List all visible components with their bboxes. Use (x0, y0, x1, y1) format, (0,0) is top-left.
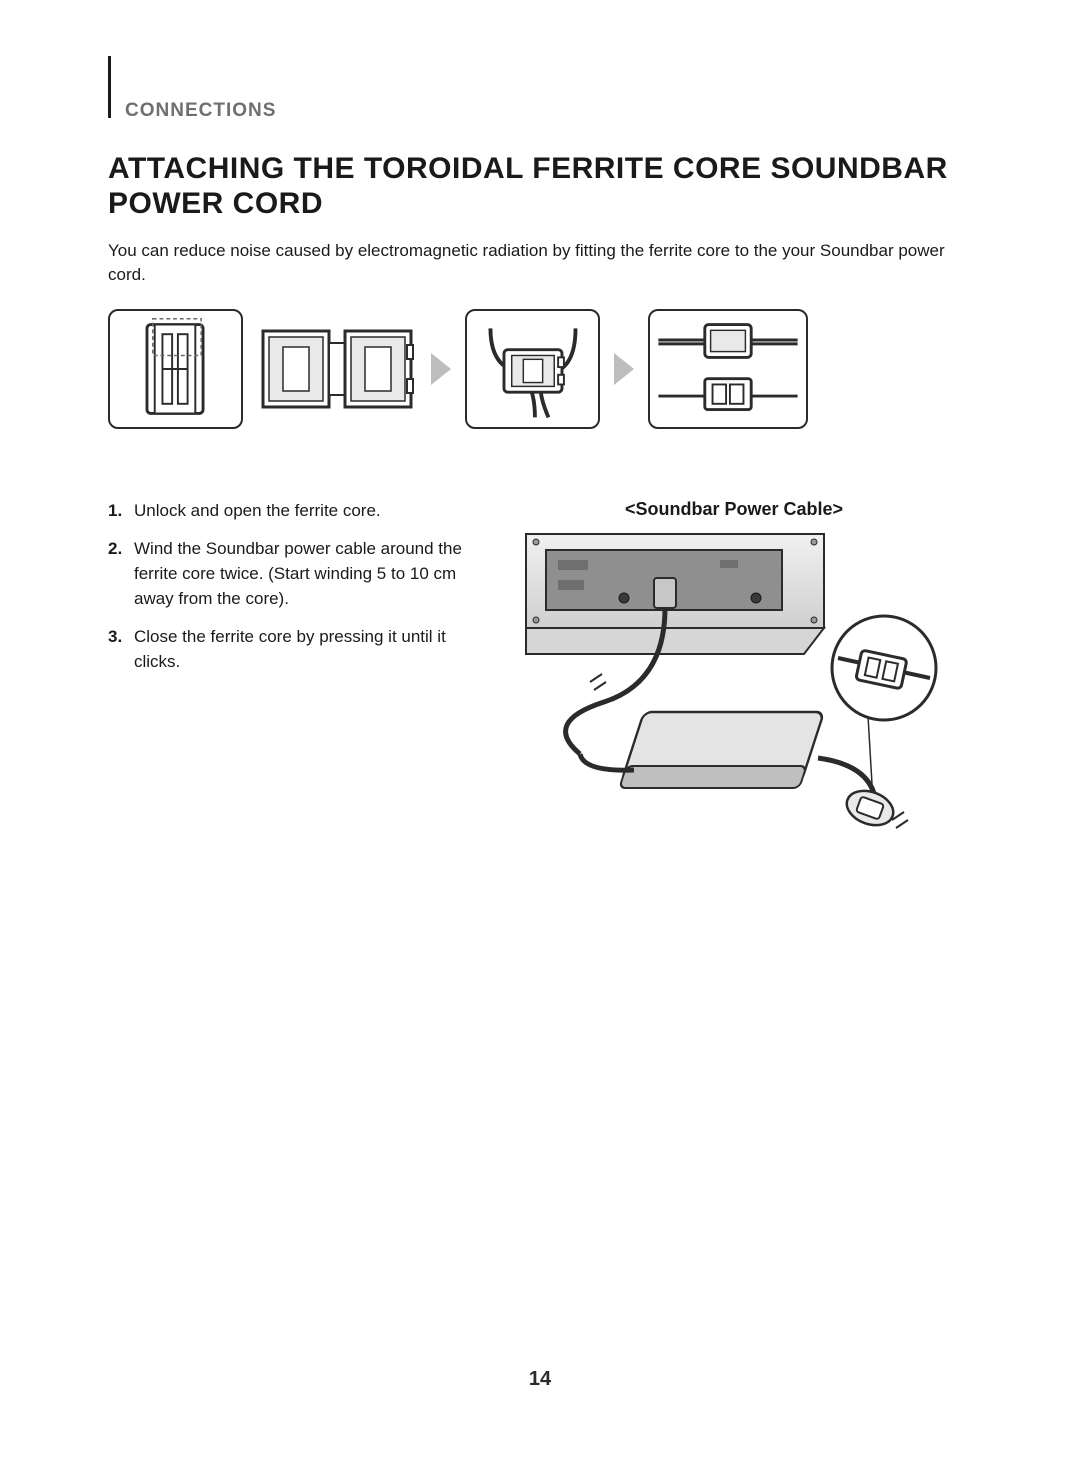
diagram-closed-on-cable (648, 309, 808, 429)
cable-figure-column: <Soundbar Power Cable> (524, 499, 944, 832)
arrow-icon (431, 353, 451, 385)
cable-wound-icon (467, 311, 598, 427)
steps-column: 1. Unlock and open the ferrite core. 2. … (108, 499, 488, 832)
section-label: CONNECTIONS (125, 100, 276, 122)
page-number: 14 (0, 1368, 1080, 1391)
step-number: 3. (108, 625, 134, 674)
arrow-icon (614, 353, 634, 385)
page-title: ATTACHING THE TOROIDAL FERRITE CORE SOUN… (108, 152, 984, 221)
intro-paragraph: You can reduce noise caused by electroma… (108, 239, 984, 287)
content-columns: 1. Unlock and open the ferrite core. 2. … (108, 499, 984, 832)
section-header: CONNECTIONS (108, 90, 984, 122)
diagram-open-ferrite (257, 309, 417, 429)
closed-on-cable-icon (650, 311, 806, 427)
open-ferrite-icon (257, 309, 417, 429)
section-rule (108, 56, 111, 118)
step-1: 1. Unlock and open the ferrite core. (108, 499, 488, 524)
step-number: 2. (108, 537, 134, 611)
soundbar-cable-illustration (524, 532, 944, 832)
step-text: Wind the Soundbar power cable around the… (134, 537, 488, 611)
step-text: Unlock and open the ferrite core. (134, 499, 381, 524)
diagram-cable-wound (465, 309, 600, 429)
step-text: Close the ferrite core by pressing it un… (134, 625, 488, 674)
ferrite-diagram-row (108, 309, 984, 429)
cable-caption: <Soundbar Power Cable> (524, 499, 944, 520)
step-number: 1. (108, 499, 134, 524)
manual-page: CONNECTIONS ATTACHING THE TOROIDAL FERRI… (0, 0, 1080, 1479)
cable-figure (524, 532, 944, 832)
closed-ferrite-icon (110, 311, 241, 427)
diagram-closed-ferrite (108, 309, 243, 429)
step-3: 3. Close the ferrite core by pressing it… (108, 625, 488, 674)
step-2: 2. Wind the Soundbar power cable around … (108, 537, 488, 611)
